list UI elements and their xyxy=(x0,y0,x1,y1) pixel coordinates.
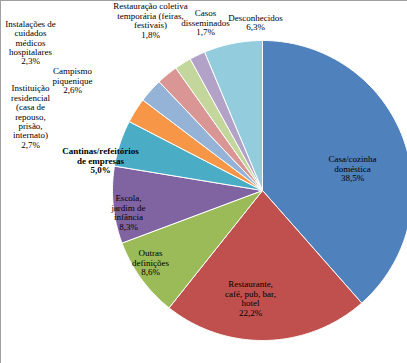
svg-text:Cantinas/refeitóriosde empresa: Cantinas/refeitóriosde empresas5,0% xyxy=(62,146,139,175)
svg-text:Instalações decuidadosmédicosh: Instalações decuidadosmédicoshospitalare… xyxy=(5,19,56,67)
svg-text:Instituiçãoresidencial(casa de: Instituiçãoresidencial(casa derepouso,pr… xyxy=(11,83,50,150)
svg-text:Escola,jardim deinfância8,3%: Escola,jardim deinfância8,3% xyxy=(110,193,145,231)
svg-text:Casa/cozinhadoméstica38,5%: Casa/cozinhadoméstica38,5% xyxy=(329,154,377,183)
svg-text:Restauração coletivatemporária: Restauração coletivatemporária (feiras,f… xyxy=(113,1,188,39)
svg-text:Outrasdefinições8,6%: Outrasdefinições8,6% xyxy=(132,248,169,277)
svg-text:Casosdisseminados1,7%: Casosdisseminados1,7% xyxy=(181,8,230,37)
svg-text:Restaurante,café, pub, bar,hot: Restaurante,café, pub, bar,hotel22,2% xyxy=(225,279,276,317)
svg-text:Campismopiquenique2,6%: Campismopiquenique2,6% xyxy=(53,66,93,95)
svg-text:Desconhecidos6,3%: Desconhecidos6,3% xyxy=(228,13,283,32)
